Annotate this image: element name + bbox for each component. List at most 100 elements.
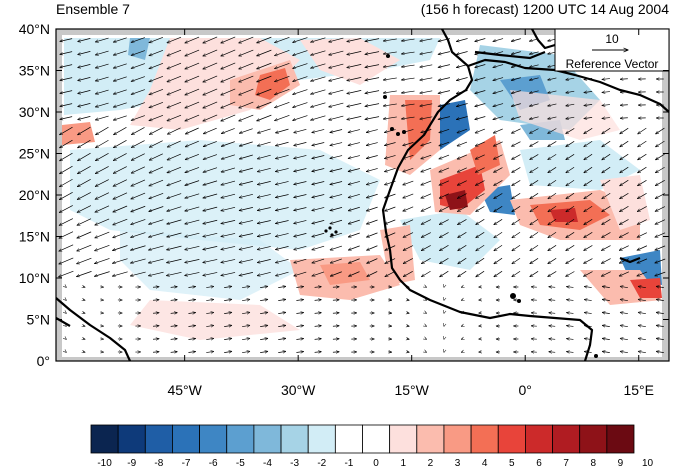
wind-vector [637,232,647,238]
wind-vector [260,325,268,326]
wind-vector [257,194,271,197]
wind-vector [185,49,200,56]
wind-vector [188,339,195,340]
wind-vector [458,232,467,237]
wind-vector [314,313,322,314]
wind-vector [239,128,253,134]
wind-vector [131,179,146,186]
wind-vector [294,245,307,249]
reference-vector-box: 10 Reference Vector [554,28,670,72]
wind-vector [131,37,145,43]
wind-vector [458,219,467,224]
wind-vector [239,49,254,56]
wind-vector [348,245,360,250]
wind-vector [60,51,73,55]
wind-vector [95,50,109,55]
wind-vector [296,312,303,313]
wind-vector [461,313,462,314]
wind-vector [330,142,343,146]
wind-vector [167,62,182,69]
wind-vector [294,258,307,263]
wind-vector [77,257,92,264]
wind-vector [332,313,339,314]
wind-vector [242,338,250,339]
wind-vector [59,178,73,186]
wind-vector [383,103,397,106]
wind-vector [438,116,451,120]
wind-vector [567,287,574,288]
wind-vector [385,245,396,251]
wind-vector [475,154,485,159]
wind-vector [311,76,326,81]
wind-vector [655,180,665,185]
wind-vector [242,286,250,287]
wind-vector [294,142,307,145]
wind-vector [188,313,195,314]
wind-vector [619,232,629,238]
wind-vector [620,127,629,134]
wind-vector [584,205,593,211]
colorbar-label: -8 [154,458,163,469]
colorbar-label: -3 [290,458,299,469]
colorbar-swatch [497,424,526,454]
wind-vector [493,141,503,146]
wind-vector [439,193,449,199]
wind-vector [584,78,593,79]
wind-vector [347,103,362,106]
map-title-left: Ensemble 7 [56,1,130,17]
wind-vector [584,179,593,186]
wind-vector [365,38,380,42]
wind-vector [66,287,67,288]
wind-vector [296,286,303,287]
wind-vector [293,50,308,56]
wind-vector [602,127,611,134]
wind-vector [131,115,145,121]
wind-vector [170,352,178,353]
wind-vector [530,128,539,134]
wind-vector [440,257,449,263]
wind-vector [584,91,593,92]
wind-vector [275,258,289,262]
wind-vector [566,205,575,212]
lat-tick-label: 20°N [19,187,50,203]
wind-vector [529,116,539,119]
colorbar-label: 8 [590,458,596,469]
wind-vector [60,152,73,161]
wind-vector [167,166,182,173]
wind-vector [149,179,164,186]
wind-vector [167,101,182,108]
wind-vector [278,312,286,313]
wind-vector [221,167,236,172]
wind-vector [512,180,521,185]
wind-vector [494,257,503,264]
colorbar-swatch [307,424,336,454]
wind-vector [656,351,664,352]
wind-vector [494,206,503,211]
wind-vector [476,206,485,211]
wind-vector [493,90,504,94]
wind-vector [439,206,449,212]
wind-vector [456,116,468,120]
wind-vector [420,64,433,67]
colorbar-swatch [199,424,228,454]
wind-vector [221,180,236,185]
wind-vector [529,77,539,80]
wind-vector [583,271,593,277]
wind-vector [401,77,415,80]
wind-vector [278,325,286,326]
colorbar-label: 6 [536,458,542,469]
wind-vector [242,299,250,300]
wind-vector [257,181,271,184]
wind-vector [421,232,431,238]
wind-vector [620,206,629,211]
wind-vector [206,338,213,339]
wind-vector [511,116,521,120]
wind-vector [131,76,145,82]
wind-vector [312,194,325,197]
wind-vector [60,116,73,120]
wind-vector [112,271,128,276]
wind-vector [185,180,200,186]
wind-vector [149,63,164,68]
wind-vector [567,326,574,327]
wind-vector [113,192,128,199]
